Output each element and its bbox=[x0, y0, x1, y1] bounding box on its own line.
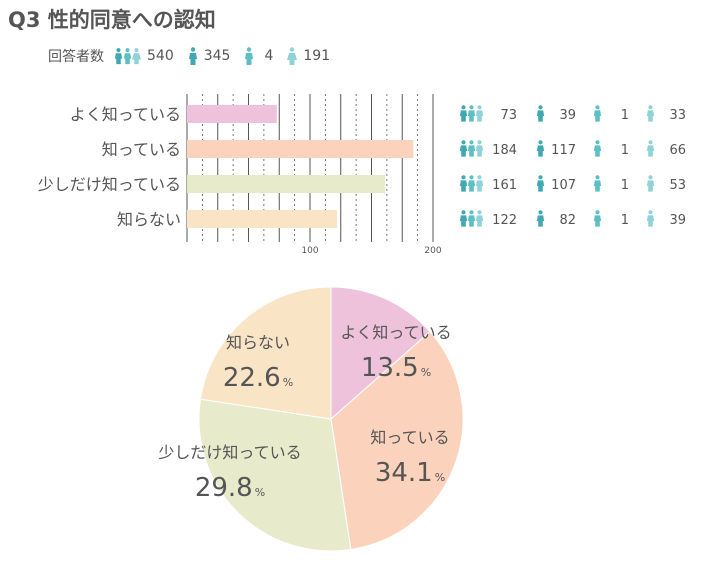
bar bbox=[187, 175, 386, 193]
category-label: 少しだけ知っている bbox=[38, 175, 181, 194]
male-icon bbox=[536, 175, 545, 192]
breakdown-male: 107 bbox=[551, 178, 576, 193]
female-icon bbox=[287, 47, 298, 65]
other-icon bbox=[593, 140, 602, 157]
breakdown-other: 1 bbox=[621, 143, 629, 158]
other-icon bbox=[593, 210, 602, 227]
breakdown-female: 39 bbox=[669, 213, 686, 228]
male-icon bbox=[188, 47, 197, 65]
breakdown-row: 122 82 1 39 bbox=[459, 210, 686, 228]
female-icon bbox=[646, 210, 655, 227]
x-tick-label: 200 bbox=[424, 246, 441, 256]
breakdown-row: 73 39 1 33 bbox=[459, 105, 686, 123]
female-icon bbox=[646, 140, 655, 157]
count-male: 345 bbox=[203, 48, 231, 64]
breakdown-male: 39 bbox=[559, 108, 576, 123]
other-icon bbox=[593, 175, 602, 192]
breakdown-other: 1 bbox=[621, 108, 629, 123]
breakdown-other: 1 bbox=[621, 213, 629, 228]
breakdown-male: 82 bbox=[559, 213, 576, 228]
category-label: よく知っている bbox=[70, 105, 181, 124]
chart-title: Q3 性的同意への認知 bbox=[8, 8, 216, 32]
breakdown-total: 161 bbox=[492, 178, 517, 193]
count-total: 540 bbox=[147, 48, 174, 64]
other-icon bbox=[467, 175, 476, 192]
female-icon bbox=[475, 140, 484, 157]
category-label: 知らない bbox=[117, 210, 181, 229]
group-icon bbox=[114, 47, 141, 65]
breakdown-total: 122 bbox=[492, 213, 517, 228]
slice-category-label: よく知っている bbox=[340, 323, 451, 342]
female-icon bbox=[646, 105, 655, 122]
bar bbox=[187, 140, 414, 158]
pie-slice bbox=[330, 331, 464, 551]
breakdown-other: 1 bbox=[621, 178, 629, 193]
female-icon bbox=[646, 175, 655, 192]
female-icon bbox=[475, 175, 484, 192]
respondent-label: 回答者数 bbox=[48, 49, 104, 65]
count-other: 4 bbox=[264, 48, 274, 64]
other-icon bbox=[467, 105, 476, 122]
breakdown-female: 66 bbox=[669, 143, 686, 158]
male-icon bbox=[459, 175, 468, 192]
breakdown-row: 161 107 1 53 bbox=[459, 175, 686, 193]
breakdown-female: 33 bbox=[669, 108, 686, 123]
slice-value-label: 22.6% bbox=[223, 363, 293, 393]
respondent-counts: 回答者数 540 345 4 191 bbox=[48, 44, 344, 68]
slice-category-label: 知っている bbox=[370, 428, 449, 447]
bar bbox=[187, 105, 277, 123]
count-female: 191 bbox=[303, 48, 331, 64]
pie-slice bbox=[199, 286, 332, 420]
female-icon bbox=[475, 105, 484, 122]
breakdown-row: 184 117 1 66 bbox=[459, 140, 686, 158]
pie-slice bbox=[330, 286, 431, 421]
breakdown-female: 53 bbox=[669, 178, 686, 193]
slice-value-label: 29.8% bbox=[195, 473, 265, 503]
male-icon bbox=[536, 210, 545, 227]
slice-value-label: 34.1% bbox=[375, 458, 445, 488]
male-icon bbox=[459, 140, 468, 157]
other-icon bbox=[245, 47, 254, 65]
slice-category-label: 少しだけ知っている bbox=[158, 443, 301, 462]
x-tick-label: 100 bbox=[301, 246, 318, 256]
breakdown-male: 117 bbox=[551, 143, 576, 158]
female-icon bbox=[475, 210, 484, 227]
other-icon bbox=[467, 140, 476, 157]
other-icon bbox=[593, 105, 602, 122]
pie-slice bbox=[198, 398, 352, 552]
male-icon bbox=[536, 140, 545, 157]
slice-category-label: 知らない bbox=[226, 333, 290, 352]
breakdown-total: 73 bbox=[500, 108, 517, 123]
bar-chart: 100 200 よく知っている 73 39 1 33 知っている 184 117 1 66 少しだけ知っ… bbox=[38, 94, 686, 256]
bar bbox=[187, 210, 338, 228]
male-icon bbox=[536, 105, 545, 122]
male-icon bbox=[459, 210, 468, 227]
male-icon bbox=[459, 105, 468, 122]
breakdown-total: 184 bbox=[492, 143, 517, 158]
other-icon bbox=[467, 210, 476, 227]
category-label: 知っている bbox=[102, 140, 181, 159]
slice-value-label: 13.5% bbox=[361, 353, 431, 383]
